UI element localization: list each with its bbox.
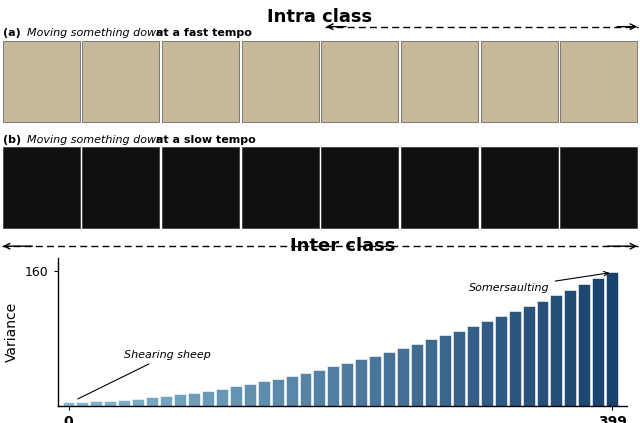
Bar	[397, 348, 409, 406]
Bar	[90, 401, 102, 406]
Bar	[3, 147, 80, 228]
Bar	[162, 147, 239, 228]
Text: at a fast tempo: at a fast tempo	[152, 28, 252, 38]
Bar	[63, 402, 74, 406]
Bar	[300, 373, 312, 406]
Bar	[258, 382, 269, 406]
Bar	[453, 330, 465, 406]
Bar	[592, 278, 604, 406]
Text: Shearing sheep: Shearing sheep	[78, 350, 211, 399]
Bar	[425, 340, 437, 406]
Text: (a): (a)	[3, 28, 21, 38]
Bar	[162, 41, 239, 122]
Bar	[285, 376, 298, 406]
Bar	[118, 400, 131, 406]
Text: (b): (b)	[3, 135, 21, 145]
Title: Inter class: Inter class	[290, 237, 395, 255]
Bar	[467, 326, 479, 406]
Bar	[314, 370, 325, 406]
Bar	[579, 284, 590, 406]
Text: Somersaulting: Somersaulting	[469, 272, 608, 293]
Bar	[439, 335, 451, 406]
Bar	[146, 397, 158, 406]
Bar	[328, 366, 339, 406]
Bar	[160, 396, 172, 406]
Bar	[271, 379, 284, 406]
Bar	[83, 147, 159, 228]
Bar	[561, 147, 637, 228]
Bar	[509, 311, 520, 406]
Bar	[244, 384, 256, 406]
Bar	[411, 344, 423, 406]
Bar	[561, 41, 637, 122]
Bar	[202, 391, 214, 406]
Bar	[536, 301, 548, 406]
Bar	[564, 290, 577, 406]
Bar	[550, 295, 563, 406]
Bar	[230, 386, 242, 406]
Text: Intra class: Intra class	[268, 8, 372, 26]
Bar	[401, 41, 478, 122]
Bar	[321, 147, 398, 228]
Bar	[76, 402, 88, 406]
Bar	[242, 147, 319, 228]
Bar	[321, 41, 398, 122]
Bar	[383, 352, 395, 406]
Bar	[481, 41, 558, 122]
Y-axis label: Variance: Variance	[5, 302, 19, 362]
Bar	[355, 360, 367, 406]
Bar	[523, 306, 534, 406]
Bar	[188, 393, 200, 406]
Bar	[242, 41, 319, 122]
Bar	[104, 401, 116, 406]
Bar	[606, 272, 618, 406]
Bar	[401, 147, 478, 228]
Text: at a slow tempo: at a slow tempo	[152, 135, 255, 145]
Bar	[216, 389, 228, 406]
Text: Moving something down: Moving something down	[27, 28, 163, 38]
Bar	[495, 316, 507, 406]
Text: Moving something down: Moving something down	[27, 135, 163, 145]
Bar	[132, 398, 144, 406]
Bar	[481, 321, 493, 406]
Bar	[481, 147, 558, 228]
Bar	[3, 41, 80, 122]
Bar	[341, 363, 353, 406]
Bar	[83, 41, 159, 122]
Bar	[174, 394, 186, 406]
Bar	[369, 356, 381, 406]
